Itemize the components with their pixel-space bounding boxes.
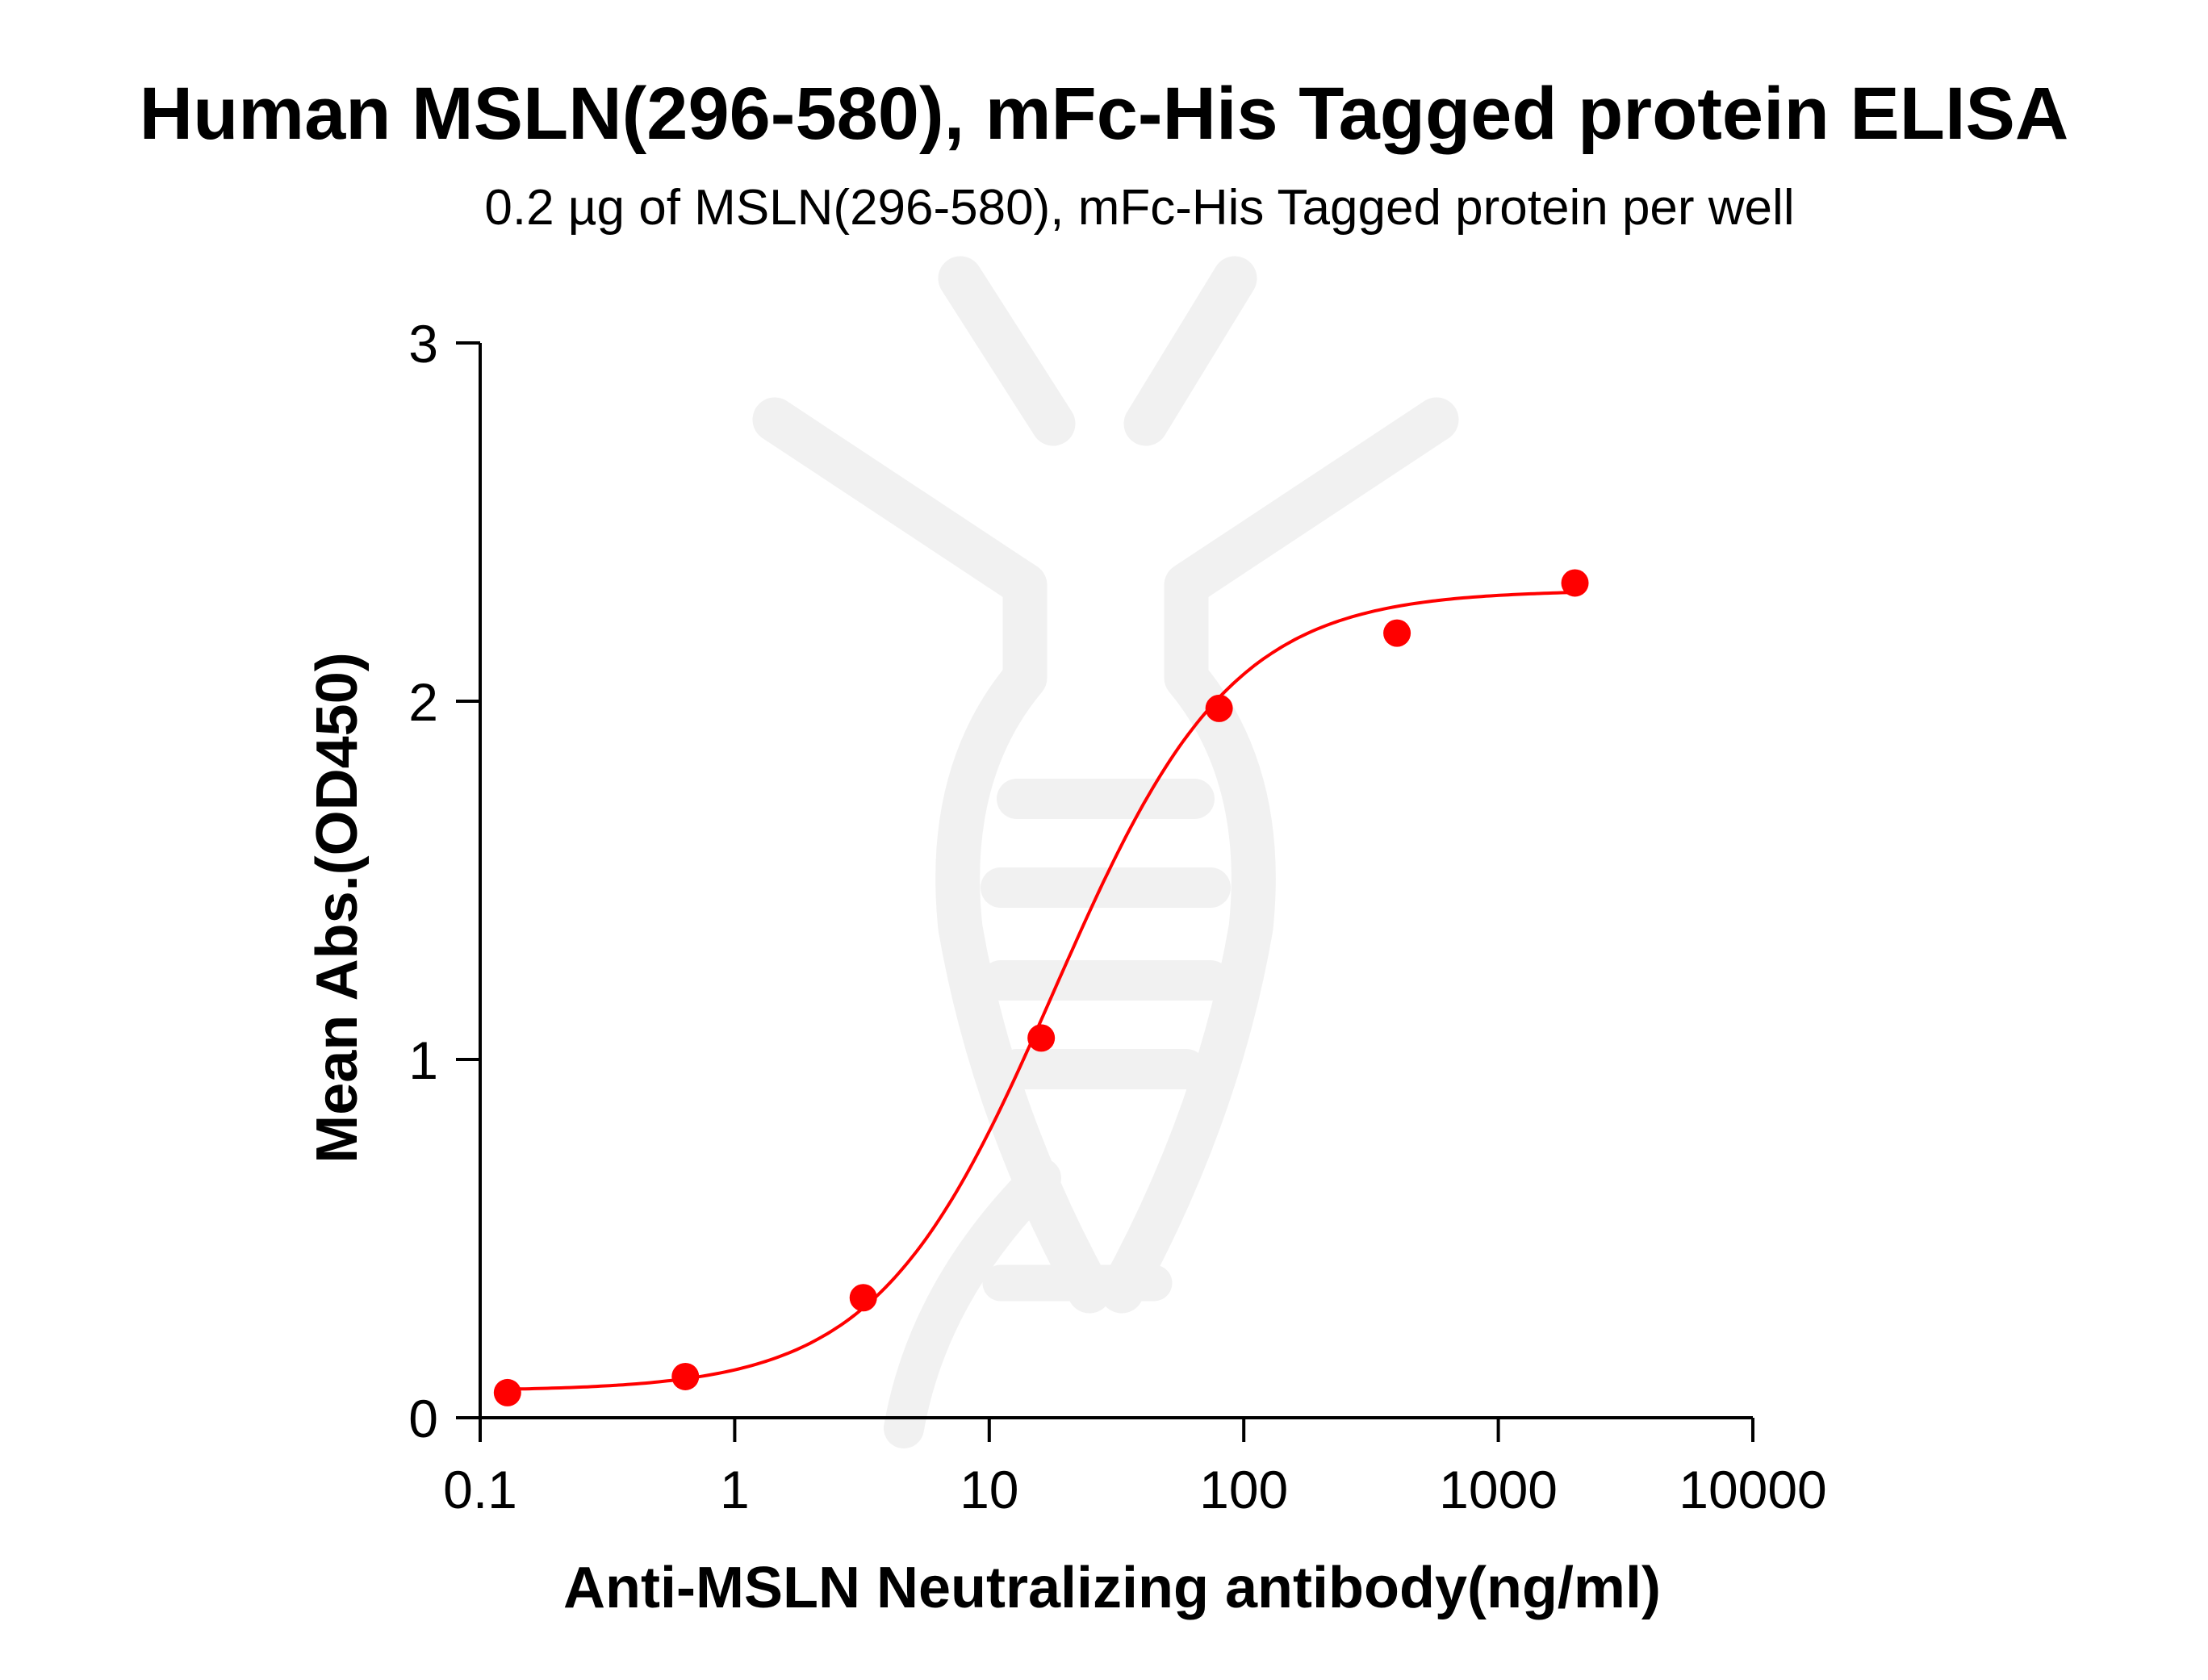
chart-subtitle: 0.2 µg of MSLN(296-580), mFc-His Tagged … (484, 180, 1794, 236)
data-points (493, 569, 1589, 1406)
data-point (1027, 1024, 1056, 1052)
watermark-logo (752, 256, 1459, 1448)
x-tick-label: 0.1 (443, 1460, 517, 1519)
data-point (849, 1284, 877, 1312)
y-tick-label: 2 (408, 672, 438, 732)
x-tick-label: 100 (1199, 1460, 1288, 1519)
data-point (1205, 694, 1233, 722)
x-tick-label: 1 (720, 1460, 750, 1519)
y-tick-label: 1 (408, 1030, 438, 1090)
y-tick-label: 3 (408, 314, 438, 374)
axes (479, 343, 1753, 1419)
chart-title: Human MSLN(296-580), mFc-His Tagged prot… (140, 73, 2069, 155)
x-tick-label: 10 (960, 1460, 1018, 1519)
y-tick-label: 0 (408, 1389, 438, 1448)
x-axis-title: Anti-MSLN Neutralizing antibody(ng/ml) (563, 1556, 1661, 1620)
data-point (1383, 619, 1411, 647)
data-point (1561, 569, 1589, 597)
x-tick-label: 1000 (1439, 1460, 1558, 1519)
y-axis-ticks: 0 1 2 3 (408, 314, 480, 1448)
data-point (671, 1362, 700, 1390)
x-axis-ticks: 0.1 1 10 100 1000 10000 (443, 1418, 1827, 1519)
data-point (493, 1378, 521, 1406)
y-axis-title: Mean Abs.(OD450) (305, 652, 370, 1163)
x-tick-label: 10000 (1679, 1460, 1827, 1519)
